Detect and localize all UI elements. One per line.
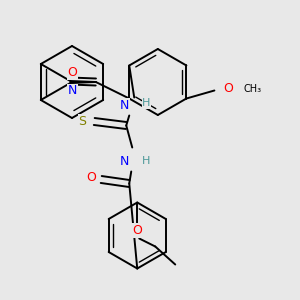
- Text: O: O: [86, 171, 96, 184]
- Text: O: O: [68, 67, 77, 80]
- Text: H: H: [142, 155, 150, 166]
- Text: S: S: [78, 115, 86, 128]
- Text: H: H: [142, 98, 150, 109]
- Text: N: N: [120, 99, 129, 112]
- Text: N: N: [120, 155, 129, 168]
- Text: N: N: [68, 85, 77, 98]
- Text: O: O: [132, 224, 142, 237]
- Text: O: O: [224, 82, 233, 95]
- Text: CH₃: CH₃: [243, 83, 262, 94]
